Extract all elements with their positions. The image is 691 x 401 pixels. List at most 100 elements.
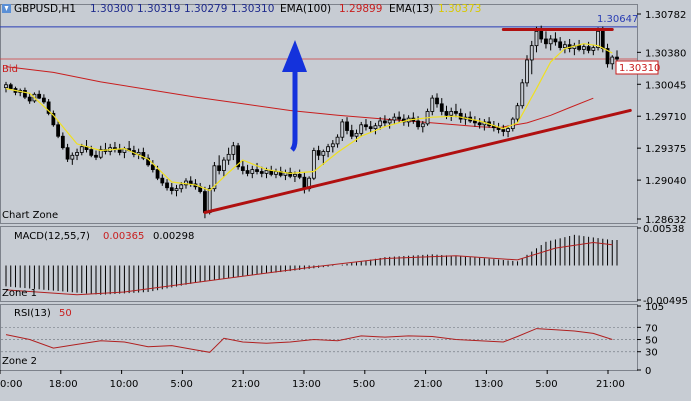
candle (383, 115, 387, 127)
candle (548, 35, 553, 51)
candle (373, 122, 378, 135)
ask-price-tag: 1.30647 (597, 14, 638, 25)
candle (430, 95, 435, 116)
candle (330, 140, 335, 153)
candle (259, 166, 264, 178)
zone-label-1: Zone 1 (2, 288, 37, 299)
ema100-line-layer (5, 66, 594, 129)
candle (217, 155, 222, 175)
candle (345, 117, 349, 135)
candle (146, 154, 150, 167)
candle (150, 160, 155, 173)
time-tick-label: 5:00 (535, 379, 557, 390)
macd-tick-label: 0.00538 (643, 224, 684, 235)
candle (326, 143, 330, 158)
price-axis: 1.30782 1.30380 1.30045 1.29710 1.29375 1.290… (637, 10, 686, 226)
candle (605, 43, 610, 68)
candle (454, 103, 458, 118)
chart-header: GBPUSD,H1 1.30300 1.30319 1.30279 1.3031… (2, 3, 481, 15)
candle (591, 44, 596, 56)
macd-value-2: 0.00298 (153, 231, 194, 242)
price-tick-label: 1.29710 (645, 112, 686, 123)
candle (340, 119, 345, 142)
candle (41, 94, 46, 104)
macd-pane[interactable] (0, 226, 638, 302)
candle (515, 102, 520, 122)
candle (378, 117, 383, 130)
ema100-label: EMA(100) (280, 3, 331, 15)
time-tick-label: 21:00 (231, 379, 260, 390)
ema13-value: 1.30373 (438, 3, 481, 15)
candle (255, 162, 259, 175)
bid-label: Bid (2, 64, 18, 75)
candle (169, 182, 174, 195)
macd-value-1: 0.00365 (103, 231, 144, 242)
candle (174, 184, 179, 197)
macd-signal-line (5, 241, 613, 296)
candle (94, 150, 98, 161)
candles-layer (4, 25, 619, 219)
candle (46, 99, 51, 116)
candle (596, 27, 600, 51)
candle (37, 90, 42, 100)
candle (458, 108, 463, 123)
candle (23, 87, 27, 100)
candle (420, 120, 425, 133)
open-value: 1.30300 (90, 3, 133, 15)
candle (245, 164, 250, 177)
candle (473, 116, 477, 127)
time-tick-label: 18:00 (49, 379, 78, 390)
price-tick-label: 1.28632 (645, 215, 686, 226)
candle (321, 149, 326, 165)
low-value: 1.30279 (184, 3, 227, 15)
trendlines-layer (203, 27, 632, 215)
support-trendline[interactable] (203, 108, 632, 215)
time-tick-label: 13:00 (292, 379, 321, 390)
candle (439, 98, 444, 116)
candle (335, 134, 340, 148)
macd-title: MACD(12,55,7) (14, 231, 90, 242)
candle (435, 93, 439, 108)
candle (60, 132, 65, 150)
candle (577, 39, 582, 52)
rsi-tick-label: 50 (645, 336, 658, 347)
time-tick-label: 0:00 (0, 379, 22, 390)
candle (558, 37, 563, 51)
candle (311, 147, 316, 181)
candle (27, 93, 32, 104)
time-axis: 0:00 18:00 10:00 5:00 21:00 13:00 5:00 21:00 13:… (0, 370, 625, 390)
candle (8, 82, 13, 90)
candle (562, 40, 567, 54)
zone-label-chart: Chart Zone (2, 210, 58, 221)
candle (525, 55, 529, 87)
candle (610, 55, 615, 70)
bid-price-tag-box (615, 60, 659, 75)
candle (501, 124, 506, 137)
ema13-line-layer (5, 43, 613, 192)
rsi-tick-label: 0 (645, 366, 651, 377)
close-value: 1.30310 (231, 3, 274, 15)
ema100-line (5, 66, 594, 129)
candle (236, 142, 240, 170)
candle (586, 41, 591, 54)
arrow-shaft (290, 68, 298, 152)
candle (165, 179, 169, 191)
time-tick-label: 21:00 (596, 379, 625, 390)
candle (75, 148, 79, 161)
time-tick-label: 10:00 (110, 379, 139, 390)
candle (581, 43, 586, 55)
candle (240, 161, 245, 175)
candle (316, 145, 321, 161)
candle (506, 125, 510, 138)
main-price-pane[interactable] (0, 4, 638, 224)
price-tick-label: 1.29375 (645, 144, 686, 155)
candle (51, 110, 56, 127)
rsi-tick-label: 70 (645, 323, 658, 334)
candle (368, 120, 373, 133)
rsi-pane[interactable] (0, 304, 638, 371)
time-tick-label: 5:00 (353, 379, 375, 390)
candle (98, 145, 103, 160)
